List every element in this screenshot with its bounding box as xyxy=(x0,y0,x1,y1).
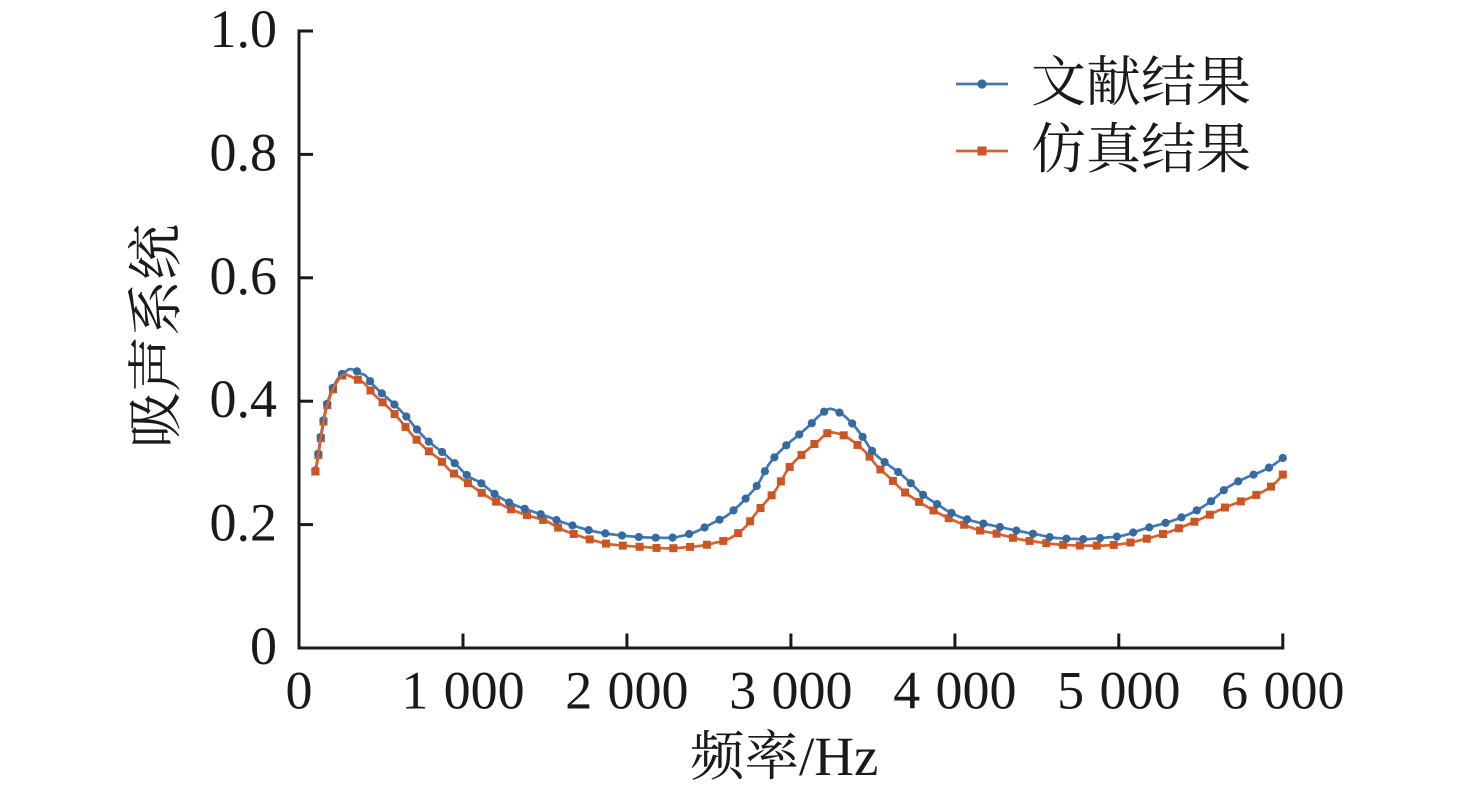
svg-text:1 000: 1 000 xyxy=(401,661,524,721)
svg-text:4 000: 4 000 xyxy=(893,661,1016,721)
svg-text:/Hz: /Hz xyxy=(799,726,878,787)
svg-text:0.4: 0.4 xyxy=(210,369,278,429)
svg-text:3 000: 3 000 xyxy=(729,661,852,721)
svg-text:6 000: 6 000 xyxy=(1221,661,1344,721)
svg-text:0.8: 0.8 xyxy=(210,122,278,182)
svg-text:1.0: 1.0 xyxy=(210,0,278,59)
svg-text:0: 0 xyxy=(250,616,277,676)
svg-text:0.6: 0.6 xyxy=(210,246,278,306)
svg-text:2 000: 2 000 xyxy=(565,661,688,721)
svg-text:5 000: 5 000 xyxy=(1057,661,1180,721)
svg-text:0.2: 0.2 xyxy=(210,493,278,553)
svg-text:0: 0 xyxy=(286,661,313,721)
